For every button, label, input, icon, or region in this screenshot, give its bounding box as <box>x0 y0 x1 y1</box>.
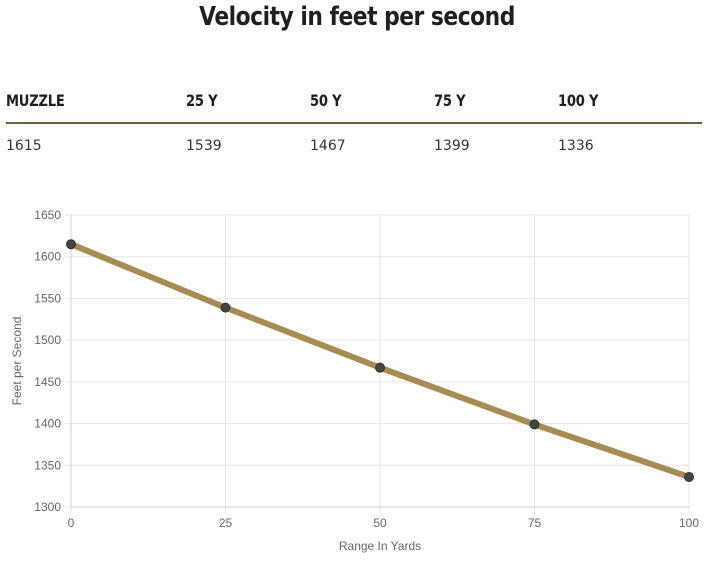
data-point <box>529 419 540 430</box>
y-axis-ticks: 1300 1350 1400 1450 1500 1550 1600 1650 <box>34 208 61 514</box>
table-header-row: MUZZLE 25 Y 50 Y 75 Y 100 Y <box>6 86 702 124</box>
y-tick-label: 1650 <box>34 208 61 222</box>
header-100-yards: 100 Y <box>558 91 599 110</box>
header-75-yards: 75 Y <box>434 91 466 110</box>
data-point <box>375 362 385 373</box>
value-100-yards: 1336 <box>558 138 594 154</box>
table-row: 1615 1539 1467 1399 1336 <box>6 124 702 168</box>
header-50-yards: 50 Y <box>310 91 342 110</box>
y-tick-label: 1450 <box>34 375 61 389</box>
y-tick-label: 1550 <box>34 291 61 305</box>
x-tick-label: 100 <box>679 516 699 530</box>
y-tick-label: 1500 <box>34 333 61 347</box>
x-tick-label: 75 <box>528 516 542 530</box>
value-muzzle: 1615 <box>6 138 42 154</box>
x-axis-title: Range In Yards <box>339 539 421 553</box>
velocity-table: MUZZLE 25 Y 50 Y 75 Y 100 Y 1615 1539 14… <box>6 86 702 168</box>
data-point <box>684 471 694 482</box>
y-axis-title: Feet per Second <box>10 317 24 406</box>
y-tick-label: 1400 <box>34 417 61 431</box>
header-25-yards: 25 Y <box>186 91 218 110</box>
y-tick-label: 1600 <box>34 250 61 264</box>
value-75-yards: 1399 <box>434 138 470 154</box>
data-point <box>220 302 231 313</box>
y-tick-label: 1350 <box>34 458 61 472</box>
x-tick-label: 25 <box>219 516 233 530</box>
chart-series <box>66 239 694 482</box>
x-axis-ticks: 0 25 50 75 100 <box>68 516 700 530</box>
x-tick-label: 0 <box>68 516 75 530</box>
y-tick-label: 1300 <box>34 500 61 514</box>
value-50-yards: 1467 <box>310 138 346 154</box>
page-title: Velocity in feet per second <box>199 2 515 32</box>
header-muzzle: MUZZLE <box>6 91 65 110</box>
value-25-yards: 1539 <box>186 138 222 154</box>
x-tick-label: 50 <box>373 516 387 530</box>
data-point <box>66 239 76 250</box>
